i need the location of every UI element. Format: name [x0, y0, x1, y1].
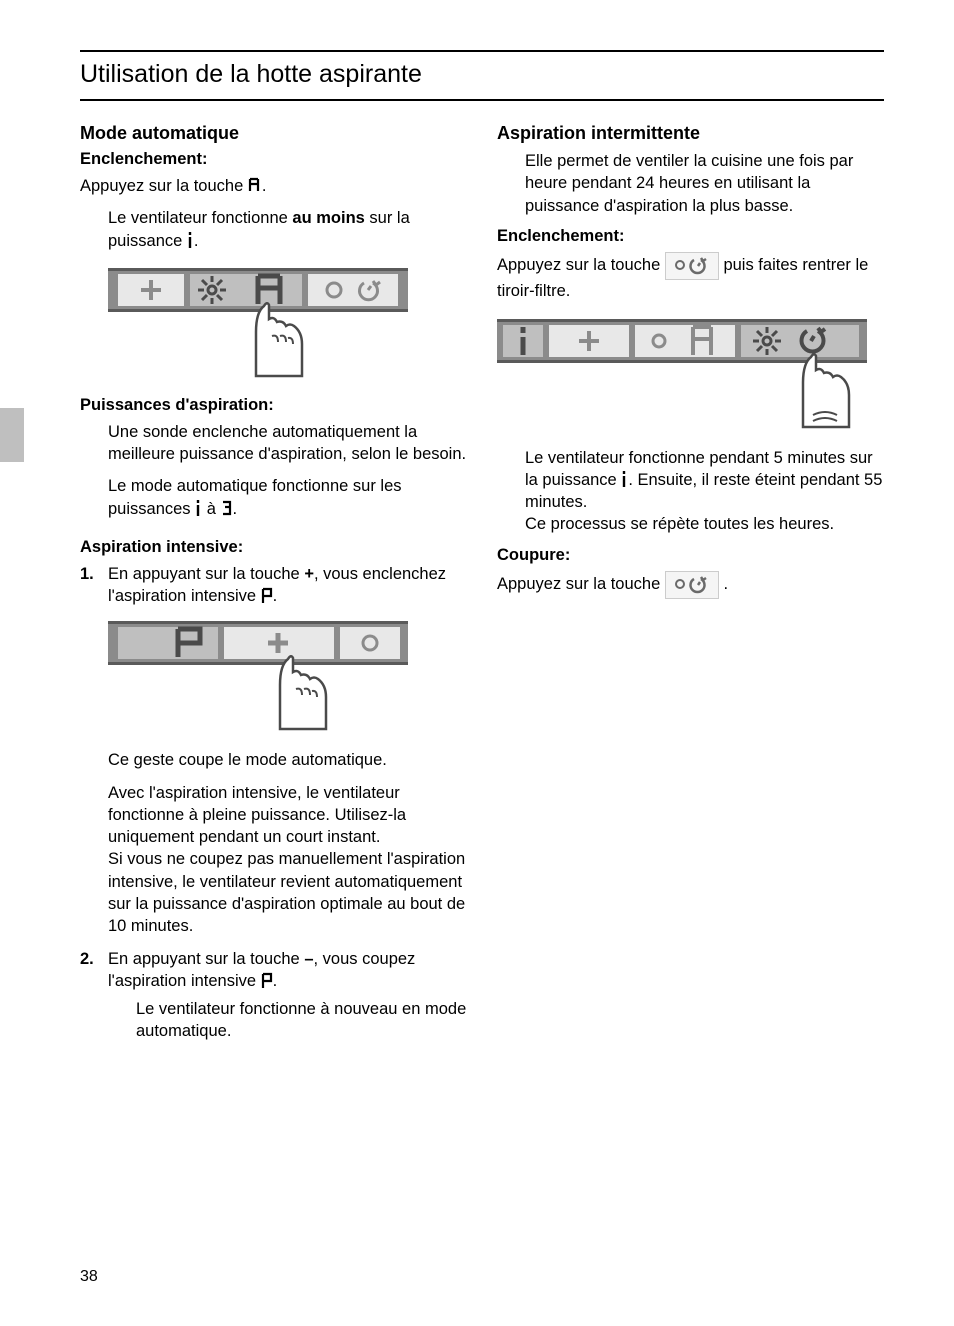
figure-intensive	[108, 615, 467, 735]
plus-symbol: +	[304, 565, 314, 583]
heading-intermittente: Aspiration intermittente	[497, 123, 884, 144]
text-fragment: Appuyez sur la touche	[497, 256, 665, 274]
heading-mode-auto: Mode automatique	[80, 123, 467, 144]
text-fragment: .	[262, 177, 267, 195]
text-puissances-range: Le mode automatique fonctionne sur les p…	[80, 475, 467, 520]
text-auto-10: Si vous ne coupez pas manuellement l'asp…	[80, 848, 467, 937]
list-number: 1.	[80, 563, 108, 608]
text-fragment: à	[202, 500, 220, 518]
text-fragment: Appuyez sur la touche	[497, 575, 665, 593]
text-fragment-bold: au moins	[292, 209, 364, 227]
text-fragment: Ce processus se répète toutes les heures…	[525, 515, 834, 533]
text-intermit-result: Le ventilateur fonctionne pendant 5 minu…	[497, 447, 884, 536]
text-fan-min: Le ventilateur fonctionne au moins sur l…	[80, 207, 467, 252]
column-right: Aspiration intermittente Elle permet de …	[497, 123, 884, 1053]
glyph-p-icon	[261, 972, 273, 988]
text-fragment: .	[723, 575, 728, 593]
text-fragment: Appuyez sur la touche	[80, 177, 248, 195]
list-item-1: 1. En appuyant sur la touche +, vous enc…	[80, 563, 467, 608]
text-back-auto: Le ventilateur fonctionne à nouveau en m…	[80, 998, 467, 1043]
content-columns: Mode automatique Enclenchement: Appuyez …	[80, 123, 884, 1053]
text-fragment: Le mode automatique fonctionne sur les p…	[108, 477, 402, 517]
list-content: En appuyant sur la touche +, vous enclen…	[108, 563, 467, 608]
glyph-1-icon	[187, 232, 194, 248]
text-fragment: En appuyant sur la touche	[108, 950, 304, 968]
figure-intermittente	[497, 313, 884, 433]
text-fragment: .	[273, 587, 278, 605]
inline-clock-button-icon	[665, 252, 719, 281]
inline-clock-button-icon	[665, 571, 719, 600]
subheading-intensive: Aspiration intensive:	[80, 538, 467, 557]
text-coupure: Appuyez sur la touche .	[497, 571, 884, 600]
text-press-a: Appuyez sur la touche .	[80, 175, 467, 197]
text-fragment: Le ventilateur fonctionne	[108, 209, 292, 227]
subheading-coupure: Coupure:	[497, 546, 884, 565]
glyph-p-icon	[261, 587, 273, 603]
thumb-tab	[0, 408, 24, 462]
subheading-puissances: Puissances d'aspiration:	[80, 396, 467, 415]
minus-symbol: –	[304, 950, 313, 968]
subheading-enclenchement: Enclenchement:	[80, 150, 467, 169]
glyph-3-icon	[221, 500, 233, 516]
subheading-enclenchement-2: Enclenchement:	[497, 227, 884, 246]
list-number: 2.	[80, 948, 108, 993]
figure-mode-auto	[108, 262, 467, 382]
text-fragment: .	[194, 232, 199, 250]
text-sonde: Une sonde enclenche automatiquement la m…	[80, 421, 467, 466]
page-title: Utilisation de la hotte aspirante	[80, 50, 884, 101]
list-content: En appuyant sur la touche –, vous coupez…	[108, 948, 467, 993]
text-fragment: En appuyant sur la touche	[108, 565, 304, 583]
text-cut-mode: Ce geste coupe le mode automatique.	[80, 749, 467, 771]
page-number: 38	[80, 1268, 98, 1286]
list-item-2: 2. En appuyant sur la touche –, vous cou…	[80, 948, 467, 993]
text-press-clock: Appuyez sur la touche puis faites rentre…	[497, 252, 884, 303]
column-left: Mode automatique Enclenchement: Appuyez …	[80, 123, 467, 1053]
text-fragment: .	[233, 500, 238, 518]
text-full-power: Avec l'aspiration intensive, le ventilat…	[80, 782, 467, 849]
text-fragment: .	[273, 972, 278, 990]
glyph-a-icon	[248, 177, 262, 193]
text-intermit-desc: Elle permet de ventiler la cuisine une f…	[497, 150, 884, 217]
